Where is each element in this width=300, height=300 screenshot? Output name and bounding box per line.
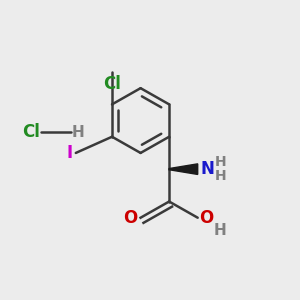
Text: H: H: [72, 125, 85, 140]
Text: H: H: [215, 169, 226, 184]
Text: Cl: Cl: [22, 123, 40, 141]
Text: H: H: [213, 224, 226, 238]
Text: O: O: [199, 209, 213, 227]
Text: I: I: [67, 144, 73, 162]
Text: Cl: Cl: [103, 75, 121, 93]
Polygon shape: [169, 164, 198, 174]
Text: O: O: [123, 209, 138, 227]
Text: H: H: [215, 155, 226, 169]
Text: N: N: [201, 160, 214, 178]
